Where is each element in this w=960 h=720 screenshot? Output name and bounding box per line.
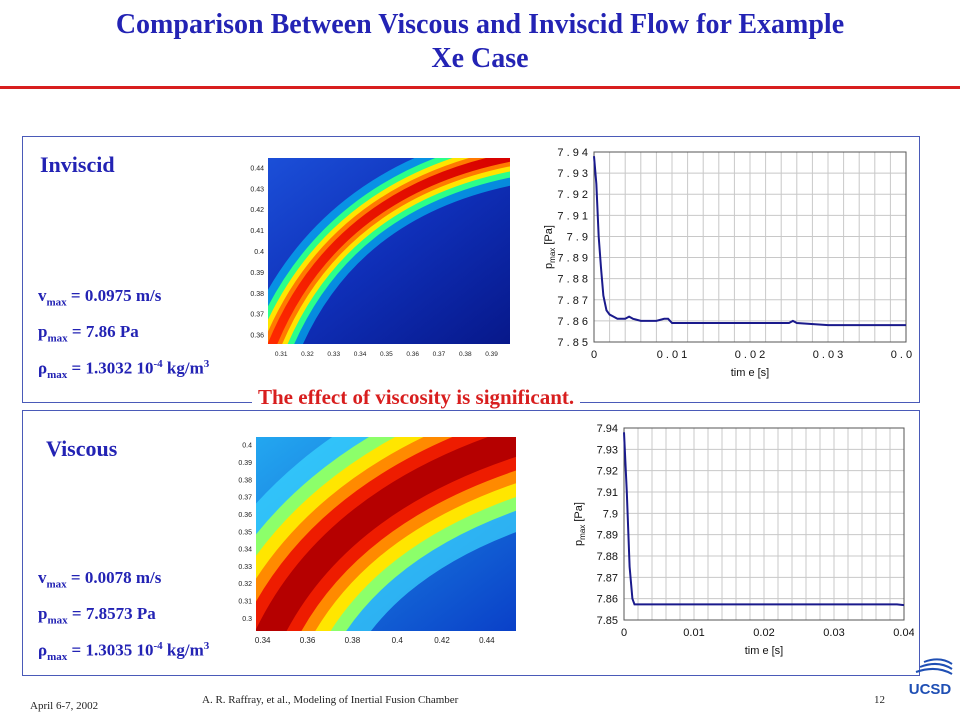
heatmap-y-tick: 0.39 — [250, 270, 264, 277]
page-number: 12 — [874, 694, 885, 706]
heatmap-x-tick: 0.32 — [301, 351, 314, 358]
heatmap-y-tick: 0.37 — [250, 312, 264, 319]
viscous-heatmap: 0.34 0.36 0.38 0.4 0.42 0.44 0.3 0.31 0.32 0.33 0.… — [238, 437, 516, 643]
footer-date: April 6-7, 2002 — [30, 700, 99, 712]
pmax-series-line — [623, 432, 905, 607]
x-tick-label: 0 . 0 2 — [735, 349, 766, 361]
viscous-panel — [22, 410, 920, 676]
y-tick-label: 7.91 — [597, 487, 618, 499]
heatmap-x-tick: 0.34 — [354, 351, 367, 358]
heatmap-y-tick: 0.37 — [238, 495, 252, 502]
x-tick-label: 0 — [621, 627, 627, 639]
x-axis-label: tim e [s] — [745, 645, 784, 657]
y-axis-label: pmax [Pa] — [573, 502, 587, 546]
heatmap-y-tick: 0.33 — [238, 564, 252, 571]
inviscid-pmax: pmax = 7.86 Pa — [38, 322, 139, 345]
x-axis-label: tim e [s] — [731, 367, 770, 379]
heatmap-x-tick: 0.42 — [434, 636, 450, 643]
heatmap-x-tick: 0.39 — [485, 351, 498, 358]
heatmap-x-tick: 0.35 — [380, 351, 393, 358]
x-tick-label: 0.03 — [823, 627, 844, 639]
heatmap-x-tick: 0.44 — [479, 636, 495, 643]
heatmap-y-tick: 0.38 — [238, 477, 252, 484]
inviscid-rhomax: ρmax = 1.3032 10-4 kg/m3 — [38, 358, 210, 382]
inviscid-pmax-chart: 7 . 8 5 7 . 8 6 7 . 8 7 7 . 8 8 7 . 8 9 7 . 9… — [543, 147, 914, 379]
footer-citation: A. R. Raffray, et al., Modeling of Inert… — [202, 694, 459, 706]
heatmap-y-tick: 0.34 — [238, 547, 252, 554]
plot-frame — [623, 427, 905, 621]
y-tick-label: 7.93 — [597, 444, 618, 456]
heatmap-x-tick: 0.31 — [275, 351, 288, 358]
heatmap-x-tick: 0.34 — [255, 636, 271, 643]
y-tick-label: 7.94 — [597, 423, 618, 435]
heatmap-x-tick: 0.38 — [459, 351, 472, 358]
x-tick-label: 0.01 — [683, 627, 704, 639]
y-tick-label: 7.86 — [597, 594, 618, 606]
x-tick-label: 0 . 0 3 — [813, 349, 844, 361]
viscous-rhomax: ρmax = 1.3035 10-4 kg/m3 — [38, 640, 210, 664]
effect-note: The effect of viscosity is significant. — [252, 385, 581, 410]
viscous-label: Viscous — [46, 436, 118, 461]
plot-frame — [593, 151, 907, 343]
x-tick-label: 0.04 — [893, 627, 914, 639]
x-tick-label: 0 — [591, 349, 597, 361]
heatmap-y-tick: 0.38 — [250, 291, 264, 298]
y-tick-label: 7 . 8 9 — [557, 253, 588, 265]
heatmap-y-tick: 0.42 — [250, 207, 264, 214]
y-tick-label: 7 . 9 2 — [557, 189, 588, 201]
viscous-vmax: vmax = 0.0078 m/s — [38, 568, 162, 591]
viscous-pmax: pmax = 7.8573 Pa — [38, 604, 156, 627]
viscous-pmax-chart: 7.85 7.86 7.87 7.88 7.89 7.9 7.91 7.92 7.93 7.94 0… — [573, 423, 914, 657]
y-tick-label: 7 . 8 6 — [557, 316, 588, 328]
slide-title: Comparison Between Viscous and Inviscid … — [0, 8, 960, 76]
heatmap-y-tick: 0.3 — [242, 616, 252, 623]
x-tick-label: 0.02 — [753, 627, 774, 639]
heatmap-x-tick: 0.38 — [345, 636, 361, 643]
heatmap-x-tick: 0.4 — [392, 636, 404, 643]
heatmap-y-tick: 0.44 — [250, 165, 264, 172]
slide-title-line2: Xe Case — [431, 43, 529, 74]
y-tick-label: 7 . 9 3 — [557, 168, 588, 180]
y-tick-label: 7.85 — [597, 615, 618, 627]
heatmap-x-tick: 0.36 — [300, 636, 316, 643]
heatmap-y-tick: 0.31 — [238, 599, 252, 606]
heatmap-y-tick: 0.35 — [238, 529, 252, 536]
heatmap-y-tick: 0.43 — [250, 186, 264, 193]
heatmap-y-tick: 0.39 — [238, 460, 252, 467]
x-tick-label: 0 . 0 1 — [657, 349, 688, 361]
heatmap-y-tick: 0.36 — [238, 512, 252, 519]
heatmap-y-tick: 0.36 — [250, 333, 264, 340]
y-tick-label: 7 . 9 4 — [557, 147, 588, 159]
y-axis-label: pmax [Pa] — [543, 225, 557, 269]
heatmap-y-tick: 0.41 — [250, 228, 264, 235]
slide-title-line1: Comparison Between Viscous and Inviscid … — [115, 9, 845, 40]
inviscid-label: Inviscid — [40, 152, 115, 177]
heatmap-x-tick: 0.36 — [406, 351, 419, 358]
y-tick-label: 7 . 9 1 — [557, 210, 588, 222]
y-tick-label: 7 . 8 5 — [557, 337, 588, 349]
ucsd-logo: UCSD — [904, 656, 956, 700]
logo-text: UCSD — [909, 681, 952, 698]
y-tick-label: 7 . 8 8 — [557, 274, 588, 286]
y-tick-label: 7.92 — [597, 466, 618, 478]
heatmap-y-tick: 0.32 — [238, 581, 252, 588]
title-divider — [0, 86, 960, 89]
heatmap-y-tick: 0.4 — [242, 443, 252, 450]
x-tick-label: 0 . 0 4 — [891, 349, 914, 361]
heatmap-y-tick: 0.4 — [254, 249, 264, 256]
y-tick-label: 7.87 — [597, 572, 618, 584]
y-tick-label: 7 . 9 — [567, 231, 588, 243]
pmax-series-line — [593, 156, 906, 327]
y-tick-label: 7.9 — [603, 508, 618, 520]
y-tick-label: 7.88 — [597, 551, 618, 563]
inviscid-vmax: vmax = 0.0975 m/s — [38, 286, 162, 309]
inviscid-heatmap: 0.31 0.32 0.33 0.34 0.35 0.36 0.37 0.38 0.39 0.36… — [250, 158, 510, 358]
y-tick-label: 7.89 — [597, 530, 618, 542]
heatmap-x-tick: 0.37 — [433, 351, 446, 358]
y-tick-label: 7 . 8 7 — [557, 295, 588, 307]
heatmap-x-tick: 0.33 — [327, 351, 340, 358]
